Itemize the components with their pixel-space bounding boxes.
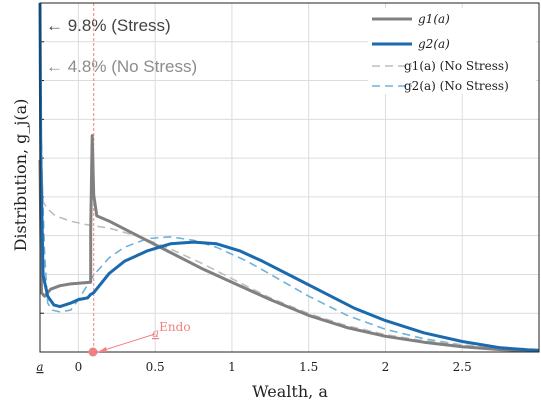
legend-box (368, 8, 536, 94)
endo-arrowhead (98, 347, 107, 352)
series-line-1 (38, 2, 540, 353)
endo-label: aEndo (152, 320, 191, 340)
plot-frame (39, 2, 540, 353)
endo-arrow (97, 333, 156, 353)
x-tick-label: 1.5 (299, 360, 318, 374)
x-tick-label: 2 (382, 360, 390, 374)
legend-label-g2: g2(a) (418, 37, 450, 51)
series-line-3 (40, 142, 540, 352)
x-tick-label: 2.5 (453, 360, 472, 374)
series-group (38, 2, 540, 353)
x-axis-label: Wealth, a (252, 382, 328, 401)
x-tick-label: a (36, 360, 43, 374)
x-tick-label: 0 (75, 360, 83, 374)
x-ticks: a 0 0.5 1 1.5 2 2.5 (36, 360, 471, 374)
series-line-0 (38, 134, 540, 353)
x-tick-label: 1 (228, 360, 236, 374)
legend-label-g1: g1(a) (418, 12, 450, 26)
legend-label-g2-nostress: g2(a) (No Stress) (404, 79, 509, 93)
series-line-2 (40, 159, 540, 350)
legend: g1(a) g2(a) g1(a) (No Stress) g2(a) (No … (368, 8, 536, 94)
stress-annotation: ← 9.8% (Stress) (46, 16, 171, 35)
x-tick-label: 0.5 (146, 360, 165, 374)
no-stress-annotation: ← 4.8% (No Stress) (46, 57, 197, 76)
legend-label-g1-nostress: g1(a) (No Stress) (404, 59, 509, 73)
endo-marker (88, 347, 98, 357)
y-axis-label: Distribution, g_j(a) (11, 99, 30, 252)
